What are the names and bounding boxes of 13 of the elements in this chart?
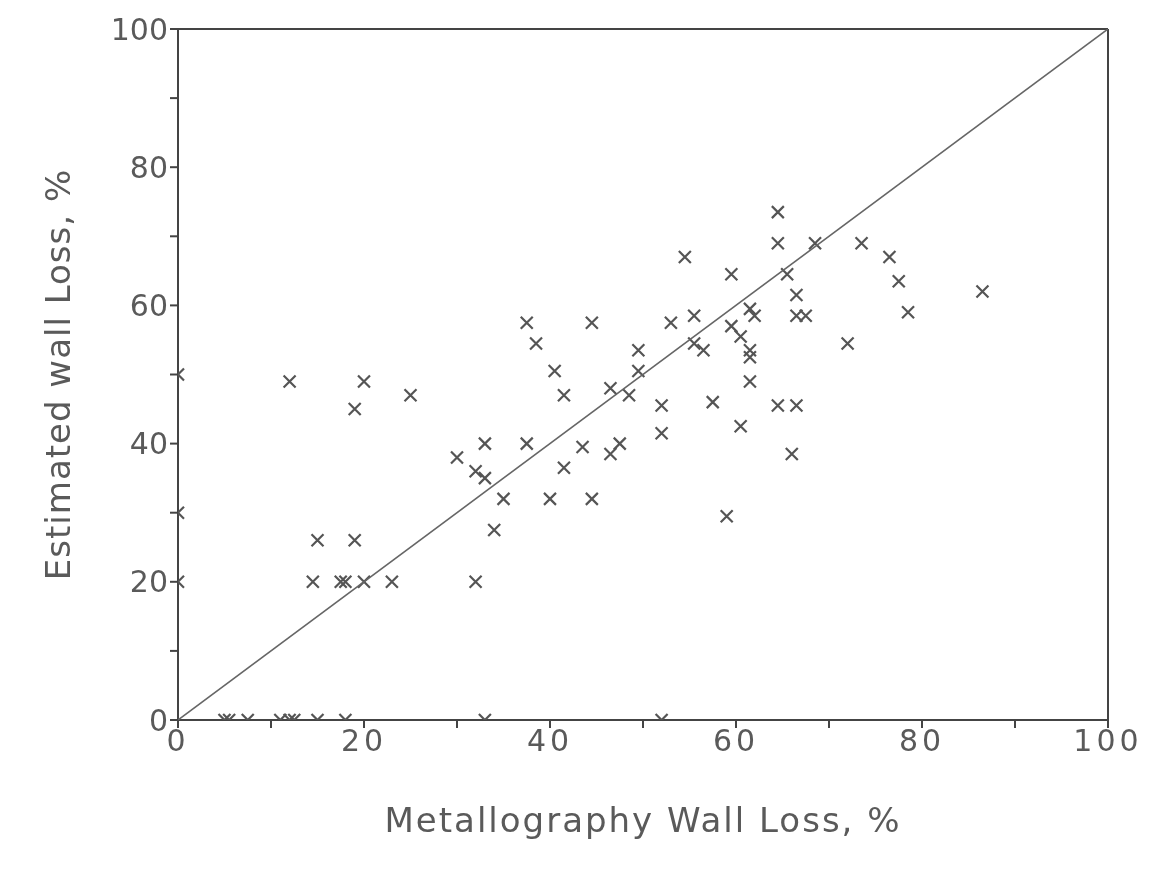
y-tick-label: 100 [110, 11, 168, 47]
x-axis-title: Metallography Wall Loss, % [384, 800, 902, 840]
y-tick-label: 60 [129, 288, 168, 324]
x-tick-label: 60 [712, 723, 760, 759]
y-axis-title: Estimated wall Loss, % [38, 168, 79, 581]
y-tick-label: 20 [129, 564, 168, 600]
y-tick-label: 80 [129, 149, 168, 185]
y-tick-label: 40 [129, 426, 168, 462]
x-tick-label: 20 [340, 723, 388, 759]
x-tick-label: 0 [166, 723, 190, 759]
x-tick-label: 80 [898, 723, 946, 759]
x-tick-label: 40 [526, 723, 574, 759]
x-tick-label: 100 [1073, 723, 1143, 759]
